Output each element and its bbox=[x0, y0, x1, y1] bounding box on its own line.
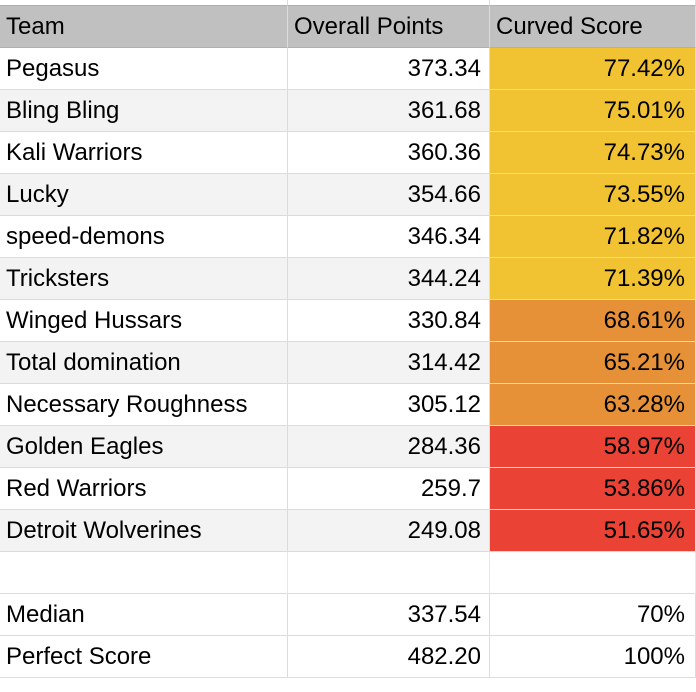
summary-points-cell[interactable]: 482.20 bbox=[288, 636, 490, 678]
summary-row: Perfect Score 482.20 100% bbox=[0, 636, 696, 678]
points-cell[interactable]: 361.68 bbox=[288, 90, 490, 132]
team-cell[interactable]: Golden Eagles bbox=[0, 426, 288, 468]
table-row: Kali Warriors 360.36 74.73% bbox=[0, 132, 696, 174]
curved-score-cell[interactable]: 53.86% bbox=[490, 468, 696, 510]
team-cell[interactable]: Kali Warriors bbox=[0, 132, 288, 174]
table-row: Tricksters 344.24 71.39% bbox=[0, 258, 696, 300]
summary-label-cell[interactable]: Perfect Score bbox=[0, 636, 288, 678]
table-row: Red Warriors 259.7 53.86% bbox=[0, 468, 696, 510]
points-cell[interactable]: 259.7 bbox=[288, 468, 490, 510]
header-team[interactable]: Team bbox=[0, 6, 288, 48]
empty-cell[interactable] bbox=[0, 552, 288, 594]
team-cell[interactable]: speed-demons bbox=[0, 216, 288, 258]
team-cell[interactable]: Detroit Wolverines bbox=[0, 510, 288, 552]
table-row: Necessary Roughness 305.12 63.28% bbox=[0, 384, 696, 426]
blank-row bbox=[0, 552, 696, 594]
team-cell[interactable]: Winged Hussars bbox=[0, 300, 288, 342]
points-cell[interactable]: 330.84 bbox=[288, 300, 490, 342]
team-cell[interactable]: Red Warriors bbox=[0, 468, 288, 510]
curved-score-cell[interactable]: 63.28% bbox=[490, 384, 696, 426]
team-cell[interactable]: Bling Bling bbox=[0, 90, 288, 132]
team-cell[interactable]: Tricksters bbox=[0, 258, 288, 300]
points-cell[interactable]: 305.12 bbox=[288, 384, 490, 426]
summary-score-cell[interactable]: 100% bbox=[490, 636, 696, 678]
summary-points-cell[interactable]: 337.54 bbox=[288, 594, 490, 636]
team-cell[interactable]: Necessary Roughness bbox=[0, 384, 288, 426]
points-cell[interactable]: 344.24 bbox=[288, 258, 490, 300]
team-cell[interactable]: Lucky bbox=[0, 174, 288, 216]
summary-score-cell[interactable]: 70% bbox=[490, 594, 696, 636]
table-row: Winged Hussars 330.84 68.61% bbox=[0, 300, 696, 342]
team-cell[interactable]: Pegasus bbox=[0, 48, 288, 90]
header-overall-points[interactable]: Overall Points bbox=[288, 6, 490, 48]
curved-score-cell[interactable]: 71.39% bbox=[490, 258, 696, 300]
empty-cell[interactable] bbox=[490, 552, 696, 594]
table-row: Pegasus 373.34 77.42% bbox=[0, 48, 696, 90]
points-cell[interactable]: 249.08 bbox=[288, 510, 490, 552]
points-cell[interactable]: 354.66 bbox=[288, 174, 490, 216]
curved-score-cell[interactable]: 65.21% bbox=[490, 342, 696, 384]
points-cell[interactable]: 360.36 bbox=[288, 132, 490, 174]
table-row: Total domination 314.42 65.21% bbox=[0, 342, 696, 384]
curved-score-cell[interactable]: 51.65% bbox=[490, 510, 696, 552]
table-row: Detroit Wolverines 249.08 51.65% bbox=[0, 510, 696, 552]
points-cell[interactable]: 314.42 bbox=[288, 342, 490, 384]
points-cell[interactable]: 284.36 bbox=[288, 426, 490, 468]
summary-label-cell[interactable]: Median bbox=[0, 594, 288, 636]
table-row: speed-demons 346.34 71.82% bbox=[0, 216, 696, 258]
cell-band bbox=[0, 0, 288, 6]
empty-cell[interactable] bbox=[288, 552, 490, 594]
table-row: Lucky 354.66 73.55% bbox=[0, 174, 696, 216]
curved-score-cell[interactable]: 75.01% bbox=[490, 90, 696, 132]
cell-band bbox=[288, 0, 490, 6]
header-curved-score[interactable]: Curved Score bbox=[490, 6, 696, 48]
table-row: Golden Eagles 284.36 58.97% bbox=[0, 426, 696, 468]
curved-score-cell[interactable]: 74.73% bbox=[490, 132, 696, 174]
points-cell[interactable]: 373.34 bbox=[288, 48, 490, 90]
header-row: Team Overall Points Curved Score bbox=[0, 6, 696, 48]
curved-score-cell[interactable]: 68.61% bbox=[490, 300, 696, 342]
team-cell[interactable]: Total domination bbox=[0, 342, 288, 384]
curved-score-cell[interactable]: 58.97% bbox=[490, 426, 696, 468]
curved-score-cell[interactable]: 77.42% bbox=[490, 48, 696, 90]
curved-score-cell[interactable]: 71.82% bbox=[490, 216, 696, 258]
summary-row: Median 337.54 70% bbox=[0, 594, 696, 636]
table-row: Bling Bling 361.68 75.01% bbox=[0, 90, 696, 132]
curved-score-cell[interactable]: 73.55% bbox=[490, 174, 696, 216]
points-cell[interactable]: 346.34 bbox=[288, 216, 490, 258]
